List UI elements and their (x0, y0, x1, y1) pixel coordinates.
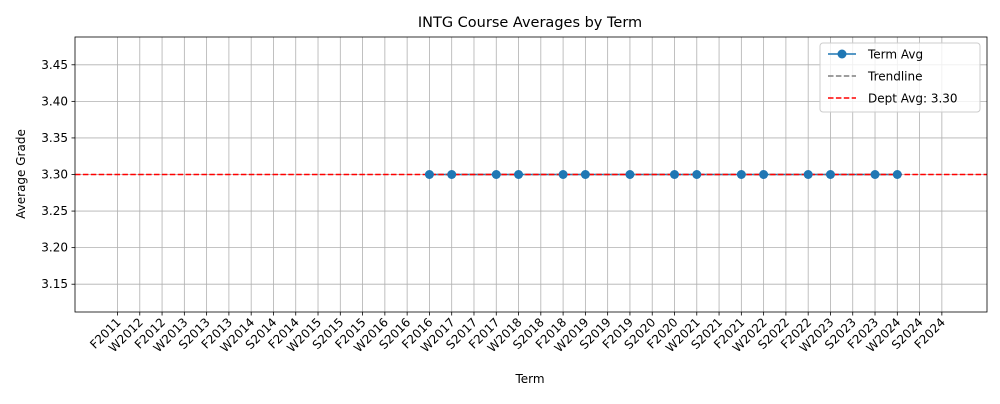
y-tick-label: 3.40 (41, 94, 68, 108)
term-avg-point (447, 170, 457, 179)
legend-label: Trendline (867, 70, 923, 84)
y-tick-label: 3.35 (41, 131, 68, 145)
term-avg-point (558, 170, 568, 179)
y-axis-label: Average Grade (14, 129, 28, 219)
y-tick-label: 3.30 (41, 168, 68, 182)
x-axis-label: Term (514, 372, 544, 386)
term-avg-point (491, 170, 501, 179)
term-avg-point (692, 170, 702, 179)
axis-ticks: F2011W2012F2012W2013S2013F2013W2014S2014… (41, 58, 948, 355)
term-avg-point (759, 170, 769, 179)
term-avg-point (736, 170, 746, 179)
chart-title: INTG Course Averages by Term (418, 15, 642, 31)
term-avg-point (625, 170, 635, 179)
legend: Term Avg Trendline Dept Avg: 3.30 (819, 42, 981, 113)
legend-frame (819, 42, 981, 113)
y-tick-label: 3.20 (41, 241, 68, 255)
term-avg-point (424, 170, 434, 179)
y-tick-label: 3.25 (41, 204, 68, 218)
legend-marker-term-avg (837, 49, 847, 59)
term-avg-point (670, 170, 679, 179)
term-avg-point (892, 170, 902, 179)
legend-label: Term Avg (867, 48, 923, 62)
term-avg-point (580, 170, 590, 179)
y-tick-label: 3.45 (41, 58, 68, 72)
term-avg-point (870, 170, 880, 179)
term-avg-point (803, 170, 813, 179)
term-avg-point (825, 170, 835, 179)
term-avg-point (514, 170, 524, 179)
legend-label: Dept Avg: 3.30 (868, 92, 958, 106)
y-tick-label: 3.15 (41, 277, 68, 291)
plot-data (75, 170, 987, 179)
